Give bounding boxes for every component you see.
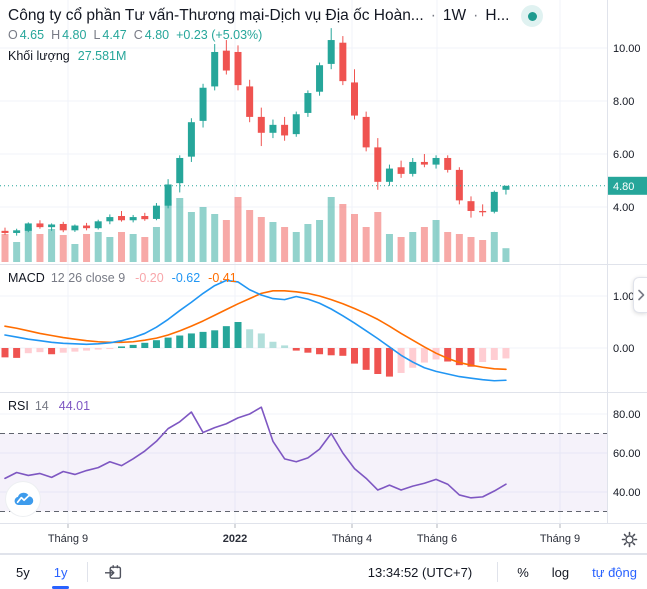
macd-readout[interactable]: MACD 12 26 close 9 -0.20 -0.62 -0.41 — [8, 271, 237, 285]
range-1y-button[interactable]: 1y — [50, 563, 72, 589]
macd-hist-value: -0.20 — [135, 271, 164, 285]
svg-text:Tháng 9: Tháng 9 — [48, 533, 88, 545]
symbol-title[interactable]: Công ty cổ phần Tư vấn-Thương mại-Dịch v… — [8, 7, 424, 24]
rsi-value: 44.01 — [58, 399, 91, 413]
time-axis-settings-button[interactable] — [617, 527, 641, 551]
low-value: 4.47 — [102, 28, 127, 42]
go-to-date-icon — [105, 564, 122, 579]
panel-collapse-tab[interactable] — [633, 277, 647, 313]
cloud-chart-icon — [14, 492, 33, 506]
exchange-label[interactable]: H... — [485, 7, 510, 24]
clock-display[interactable]: 13:34:52 (UTC+7) — [367, 564, 473, 580]
goto-date-button[interactable] — [104, 564, 123, 581]
open-label: O — [8, 28, 18, 42]
svg-text:4.80: 4.80 — [613, 181, 634, 193]
status-dot-icon — [527, 11, 537, 21]
macd-signal-value: -0.41 — [208, 271, 237, 285]
svg-text:2022: 2022 — [223, 533, 247, 545]
close-label: C — [133, 28, 143, 42]
bottom-toolbar: 5y 1y 13:34:52 (UTC+7) % log tự động — [0, 554, 647, 589]
auto-scale-button[interactable]: tự động — [588, 563, 641, 582]
rsi-params: 14 — [34, 399, 49, 413]
high-value: 4.80 — [62, 28, 87, 42]
separator-dot: · — [473, 7, 479, 24]
log-scale-button[interactable]: log — [548, 563, 573, 582]
toolbar-divider — [497, 562, 499, 582]
svg-text:80.00: 80.00 — [613, 409, 641, 421]
macd-params: 12 26 close 9 — [50, 271, 126, 285]
svg-text:1.00: 1.00 — [613, 291, 634, 303]
svg-text:40.00: 40.00 — [613, 487, 641, 499]
svg-text:Tháng 6: Tháng 6 — [417, 533, 457, 545]
chart-provider-logo[interactable] — [6, 482, 40, 516]
svg-text:Tháng 9: Tháng 9 — [540, 533, 580, 545]
low-label: L — [93, 28, 101, 42]
interval-label[interactable]: 1W — [442, 7, 467, 24]
volume-label: Khối lượng — [8, 49, 70, 63]
macd-line-value: -0.62 — [171, 271, 201, 285]
change-value: +0.23 (+5.03%) — [176, 28, 263, 42]
high-label: H — [51, 28, 61, 42]
open-value: 4.65 — [19, 28, 45, 42]
svg-text:10.00: 10.00 — [613, 43, 641, 55]
ohlc-readout: O 4.65 H 4.80 L 4.47 C 4.80 +0.23 (+5.03… — [8, 28, 262, 42]
close-value: 4.80 — [144, 28, 170, 42]
symbol-header: Công ty cổ phần Tư vấn-Thương mại-Dịch v… — [8, 5, 544, 27]
rsi-name: RSI — [8, 399, 29, 413]
gear-icon — [621, 531, 637, 547]
market-status-dot[interactable] — [521, 5, 544, 27]
svg-text:4.00: 4.00 — [613, 202, 634, 214]
svg-text:60.00: 60.00 — [613, 448, 641, 460]
percent-scale-button[interactable]: % — [513, 563, 533, 582]
chart-canvas[interactable]: 10.00 8.00 6.00 4.00 1.00 0.00 80.00 60.00 40.00… — [0, 0, 647, 554]
macd-name: MACD — [8, 271, 45, 285]
chevron-right-icon — [637, 289, 644, 301]
range-5y-button[interactable]: 5y — [12, 563, 34, 582]
separator-dot: · — [430, 7, 436, 24]
rsi-readout[interactable]: RSI 14 44.01 — [8, 399, 90, 413]
toolbar-divider — [87, 562, 89, 582]
volume-readout: Khối lượng 27.581M — [8, 49, 126, 63]
svg-text:8.00: 8.00 — [613, 96, 634, 108]
svg-text:Tháng 4: Tháng 4 — [332, 533, 372, 545]
svg-text:0.00: 0.00 — [613, 343, 634, 355]
svg-text:6.00: 6.00 — [613, 149, 634, 161]
volume-value: 27.581M — [77, 49, 127, 63]
